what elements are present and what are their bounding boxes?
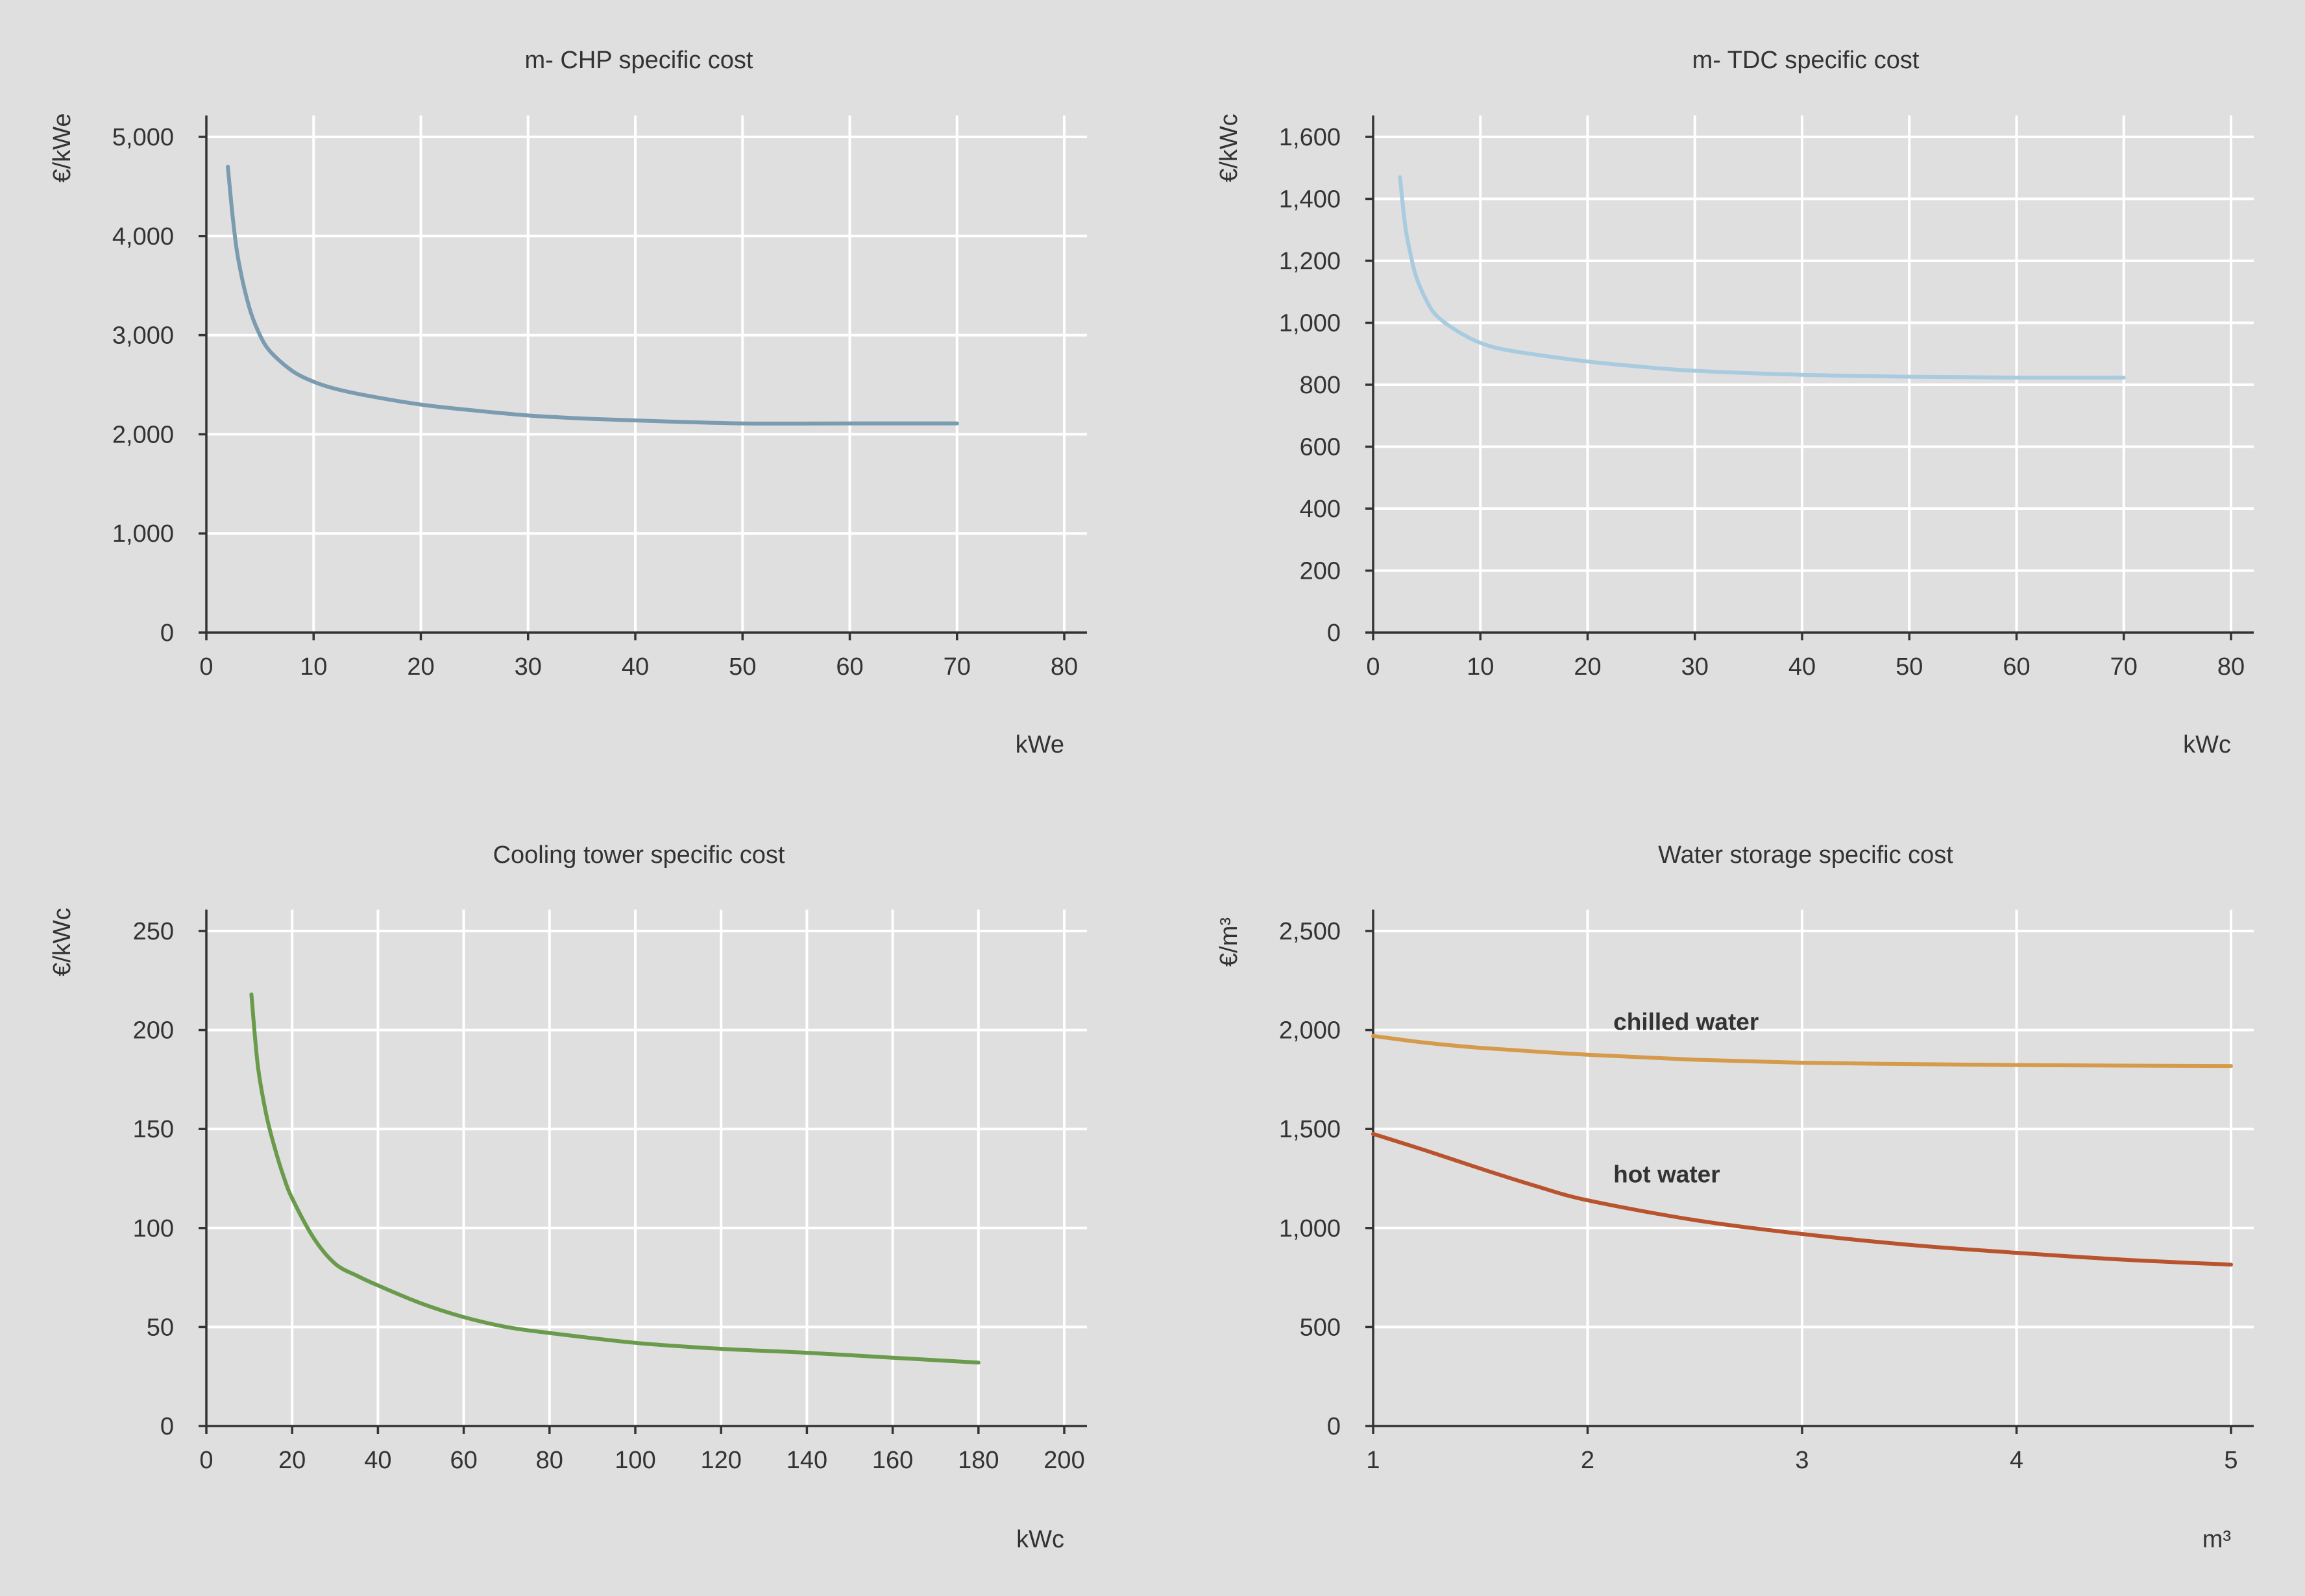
- x-tick-label: 50: [729, 653, 756, 681]
- x-tick-label: 70: [2110, 653, 2138, 681]
- x-axis-label: kWe: [1016, 731, 1064, 758]
- x-tick-label: 20: [278, 1447, 306, 1474]
- series-line-chilled-water: [1371, 1034, 2233, 1069]
- y-tick-label: 2,000: [112, 421, 174, 448]
- y-tick-label: 150: [133, 1116, 174, 1143]
- y-axis-label: €/m³: [1215, 917, 1243, 967]
- x-axis-label: m³: [2202, 1526, 2231, 1553]
- y-tick-label: 1,200: [1279, 248, 1341, 275]
- y-tick-label: 200: [133, 1017, 174, 1045]
- chart-title: m- TDC specific cost: [1692, 47, 1920, 74]
- x-tick-label: 40: [622, 653, 649, 681]
- x-tick-label: 80: [536, 1447, 563, 1474]
- x-tick-label: 5: [2224, 1447, 2238, 1474]
- y-tick-label: 250: [133, 918, 174, 945]
- x-tick-label: 20: [1574, 653, 1601, 681]
- y-tick-label: 2,500: [1279, 918, 1341, 945]
- x-tick-label: 180: [958, 1447, 999, 1474]
- x-tick-label: 30: [515, 653, 542, 681]
- x-tick-label: 40: [1788, 653, 1816, 681]
- y-tick-label: 500: [1300, 1314, 1341, 1341]
- y-tick-label: 50: [147, 1314, 174, 1341]
- y-tick-label: 5,000: [112, 124, 174, 151]
- y-tick-label: 800: [1300, 372, 1341, 399]
- x-tick-label: 0: [199, 1447, 213, 1474]
- y-axis-label: €/kWe: [49, 113, 76, 182]
- x-tick-label: 80: [1051, 653, 1078, 681]
- x-tick-label: 30: [1681, 653, 1709, 681]
- x-tick-label: 20: [407, 653, 434, 681]
- y-tick-label: 0: [160, 1413, 174, 1440]
- y-tick-label: 1,000: [112, 520, 174, 548]
- x-axis-label: kWc: [2183, 731, 2231, 758]
- y-tick-label: 200: [1300, 558, 1341, 585]
- x-tick-label: 10: [300, 653, 327, 681]
- x-tick-label: 50: [1896, 653, 1923, 681]
- y-tick-label: 1,500: [1279, 1116, 1341, 1143]
- y-tick-label: 1,400: [1279, 186, 1341, 213]
- y-tick-label: 4,000: [112, 223, 174, 250]
- series-annotation: chilled water: [1613, 1009, 1759, 1035]
- y-axis-label: €/kWc: [49, 908, 76, 976]
- y-tick-label: 0: [160, 620, 174, 647]
- chart-title: Water storage specific cost: [1658, 841, 1953, 869]
- x-tick-label: 60: [836, 653, 863, 681]
- y-tick-label: 1,000: [1279, 1215, 1341, 1242]
- x-tick-label: 0: [1366, 653, 1380, 681]
- x-tick-label: 120: [700, 1447, 741, 1474]
- x-tick-label: 60: [450, 1447, 477, 1474]
- x-tick-label: 70: [944, 653, 971, 681]
- x-tick-label: 200: [1043, 1447, 1084, 1474]
- series-line-m-chp: [226, 164, 959, 426]
- series-annotation: hot water: [1613, 1161, 1720, 1188]
- chart-panel-3: 0 20 40 60 80 100 120 140 160 180 200 0 50 100 150 200 2…: [49, 841, 1087, 1553]
- x-tick-label: 140: [787, 1447, 827, 1474]
- x-tick-label: 100: [615, 1447, 655, 1474]
- x-tick-label: 0: [199, 653, 213, 681]
- x-tick-label: 40: [364, 1447, 391, 1474]
- chart-title: m- CHP specific cost: [525, 47, 753, 74]
- x-tick-label: 4: [2010, 1447, 2023, 1474]
- x-tick-label: 3: [1795, 1447, 1809, 1474]
- x-tick-label: 1: [1366, 1447, 1380, 1474]
- y-tick-label: 100: [133, 1215, 174, 1242]
- chart-panel-2: 0 10 20 30 40 50 60 70 8002004006008001,0001,200…: [1215, 47, 2254, 758]
- series-line-m-tdc: [1398, 175, 2126, 380]
- y-tick-label: 1,000: [1279, 310, 1341, 337]
- chart-panel-1: 0 10 20 30 40 50 60 70 80 0 1,000 2,000 3,000 4,000 5,…: [49, 47, 1087, 758]
- y-tick-label: 400: [1300, 496, 1341, 523]
- series-line-cooling-tower: [249, 992, 981, 1365]
- y-tick-label: 1,600: [1279, 124, 1341, 151]
- series-line-hot-water: [1371, 1131, 2233, 1267]
- x-tick-label: 2: [1581, 1447, 1594, 1474]
- y-axis-label: €/kWc: [1215, 114, 1243, 182]
- y-tick-label: 3,000: [112, 322, 174, 350]
- chart-panel-4: 1 2 3 4 5 0 500 1,000 1,500 2,000 2,500 Water stora…: [1215, 841, 2254, 1553]
- x-tick-label: 160: [872, 1447, 913, 1474]
- x-tick-label: 10: [1467, 653, 1494, 681]
- y-tick-label: 0: [1327, 1413, 1341, 1440]
- x-axis-label: kWc: [1016, 1526, 1064, 1553]
- x-tick-label: 60: [2003, 653, 2030, 681]
- x-tick-label: 80: [2217, 653, 2245, 681]
- y-tick-label: 600: [1300, 434, 1341, 461]
- y-tick-label: 2,000: [1279, 1017, 1341, 1045]
- chart-title: Cooling tower specific cost: [493, 841, 785, 869]
- y-tick-label: 0: [1327, 620, 1341, 647]
